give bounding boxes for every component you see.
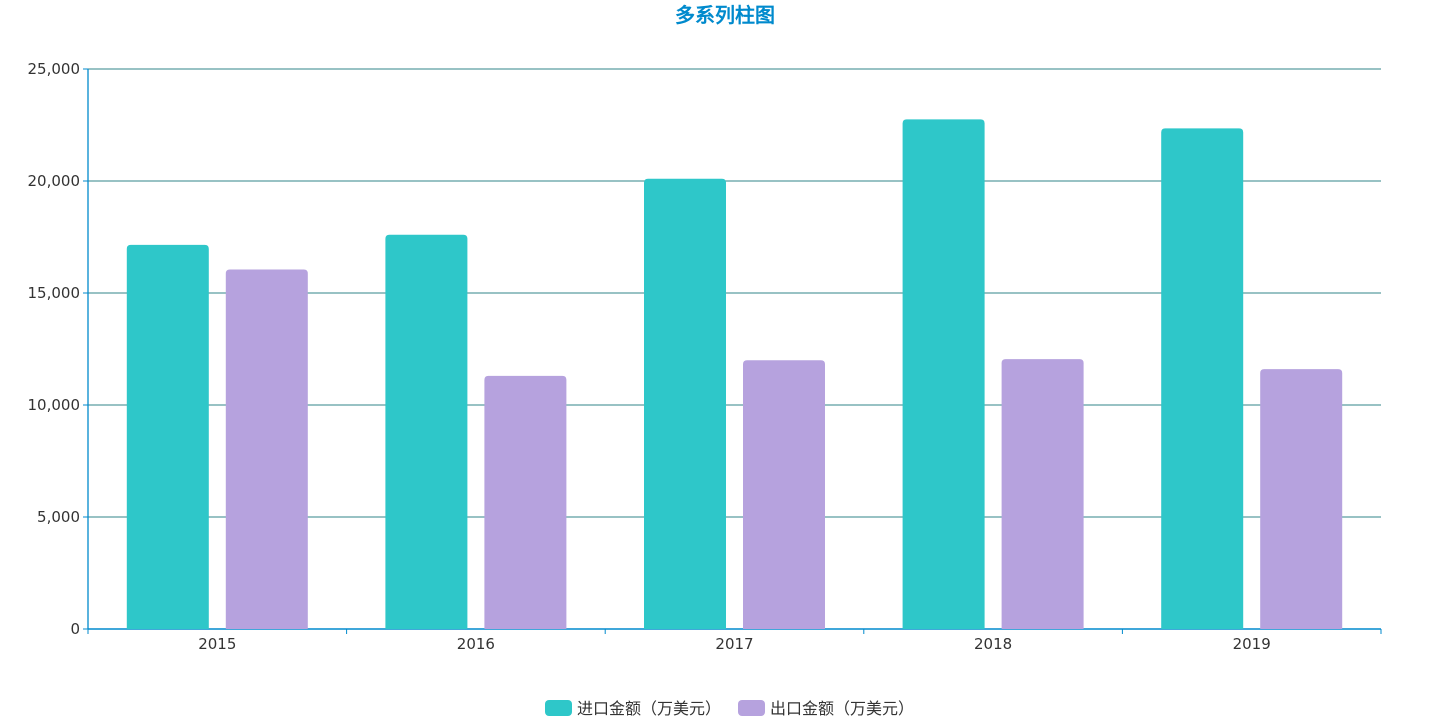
y-tick-label: 15,000: [28, 284, 81, 302]
bar-import-2017[interactable]: [644, 178, 726, 629]
bar-export-2018[interactable]: [1001, 359, 1084, 629]
y-tick-label: 10,000: [28, 396, 81, 414]
legend-item-import[interactable]: 进口金额（万美元）: [545, 699, 721, 718]
legend-swatch: [738, 700, 765, 716]
legend-swatch: [545, 700, 572, 716]
y-tick-label: 25,000: [28, 60, 81, 78]
y-tick-label: 20,000: [28, 172, 81, 190]
x-tick-label: 2018: [974, 635, 1012, 653]
legend-label: 进口金额（万美元）: [577, 699, 721, 718]
x-tick-label: 2019: [1233, 635, 1271, 653]
legend-label: 出口金额（万美元）: [770, 699, 914, 718]
x-tick-label: 2017: [715, 635, 753, 653]
bar-export-2019[interactable]: [1260, 369, 1343, 629]
legend[interactable]: 进口金额（万美元） 出口金额（万美元）: [545, 699, 914, 718]
bar-export-2015[interactable]: [225, 269, 308, 629]
bar-import-2019[interactable]: [1161, 128, 1244, 630]
legend-item-export[interactable]: 出口金额（万美元）: [738, 699, 914, 718]
y-tick-label: 5,000: [37, 508, 80, 526]
chart-title: 多系列柱图: [675, 3, 775, 27]
bar-import-2015[interactable]: [126, 244, 209, 629]
bar-export-2017[interactable]: [743, 360, 825, 629]
bars: [126, 119, 1343, 630]
bar-export-2016[interactable]: [484, 375, 567, 629]
x-tick-label: 2015: [198, 635, 236, 653]
bar-import-2018[interactable]: [902, 119, 985, 630]
bar-import-2016[interactable]: [385, 234, 468, 629]
x-tick-label: 2016: [457, 635, 495, 653]
y-tick-label: 0: [70, 620, 80, 638]
